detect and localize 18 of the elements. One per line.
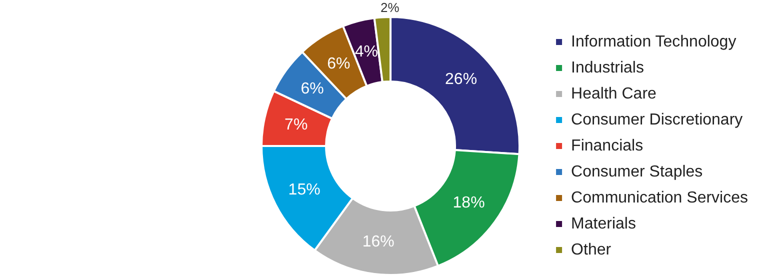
data-label: 6%	[327, 56, 350, 73]
legend-label: Consumer Staples	[571, 163, 703, 180]
data-label: 16%	[362, 233, 394, 250]
legend-label: Communication Services	[571, 189, 748, 206]
data-label: 7%	[284, 116, 308, 134]
data-label: 6%	[300, 80, 324, 98]
legend-label: Consumer Discretionary	[571, 111, 743, 128]
legend-label: Health Care	[571, 85, 657, 102]
legend-label: Information Technology	[571, 33, 736, 50]
data-label: 15%	[288, 181, 320, 198]
data-label: 18%	[452, 194, 485, 212]
data-label: 26%	[445, 71, 478, 88]
legend-label: Industrials	[571, 59, 644, 76]
legend-label: Materials	[571, 215, 636, 232]
data-label: 4%	[354, 44, 378, 61]
legend-label: Financials	[571, 137, 644, 154]
legend-label: Other	[571, 241, 612, 258]
data-label: 2%	[380, 0, 400, 15]
